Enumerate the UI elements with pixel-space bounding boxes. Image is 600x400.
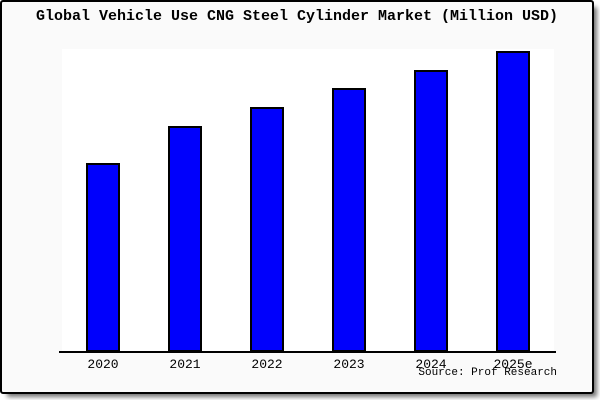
bar-2025e bbox=[496, 51, 530, 352]
bar-2024 bbox=[414, 69, 448, 352]
plot-area bbox=[62, 49, 554, 352]
x-axis-label-2023: 2023 bbox=[333, 357, 365, 372]
bar-2020 bbox=[86, 162, 120, 352]
chart-page: Global Vehicle Use CNG Steel Cylinder Ma… bbox=[0, 0, 594, 394]
x-axis-label-2024: 2024 bbox=[415, 357, 447, 372]
bar-2022 bbox=[250, 107, 284, 352]
bar-2023 bbox=[332, 88, 366, 352]
x-axis-label-2021: 2021 bbox=[169, 357, 201, 372]
bar-2021 bbox=[168, 125, 202, 352]
source-text: Source: Prof Research bbox=[418, 367, 557, 379]
x-axis-label-2025e: 2025e bbox=[493, 357, 533, 372]
x-axis-label-2022: 2022 bbox=[251, 357, 283, 372]
chart-title: Global Vehicle Use CNG Steel Cylinder Ma… bbox=[35, 8, 559, 25]
x-axis-line bbox=[59, 351, 556, 353]
x-axis-label-2020: 2020 bbox=[87, 357, 119, 372]
